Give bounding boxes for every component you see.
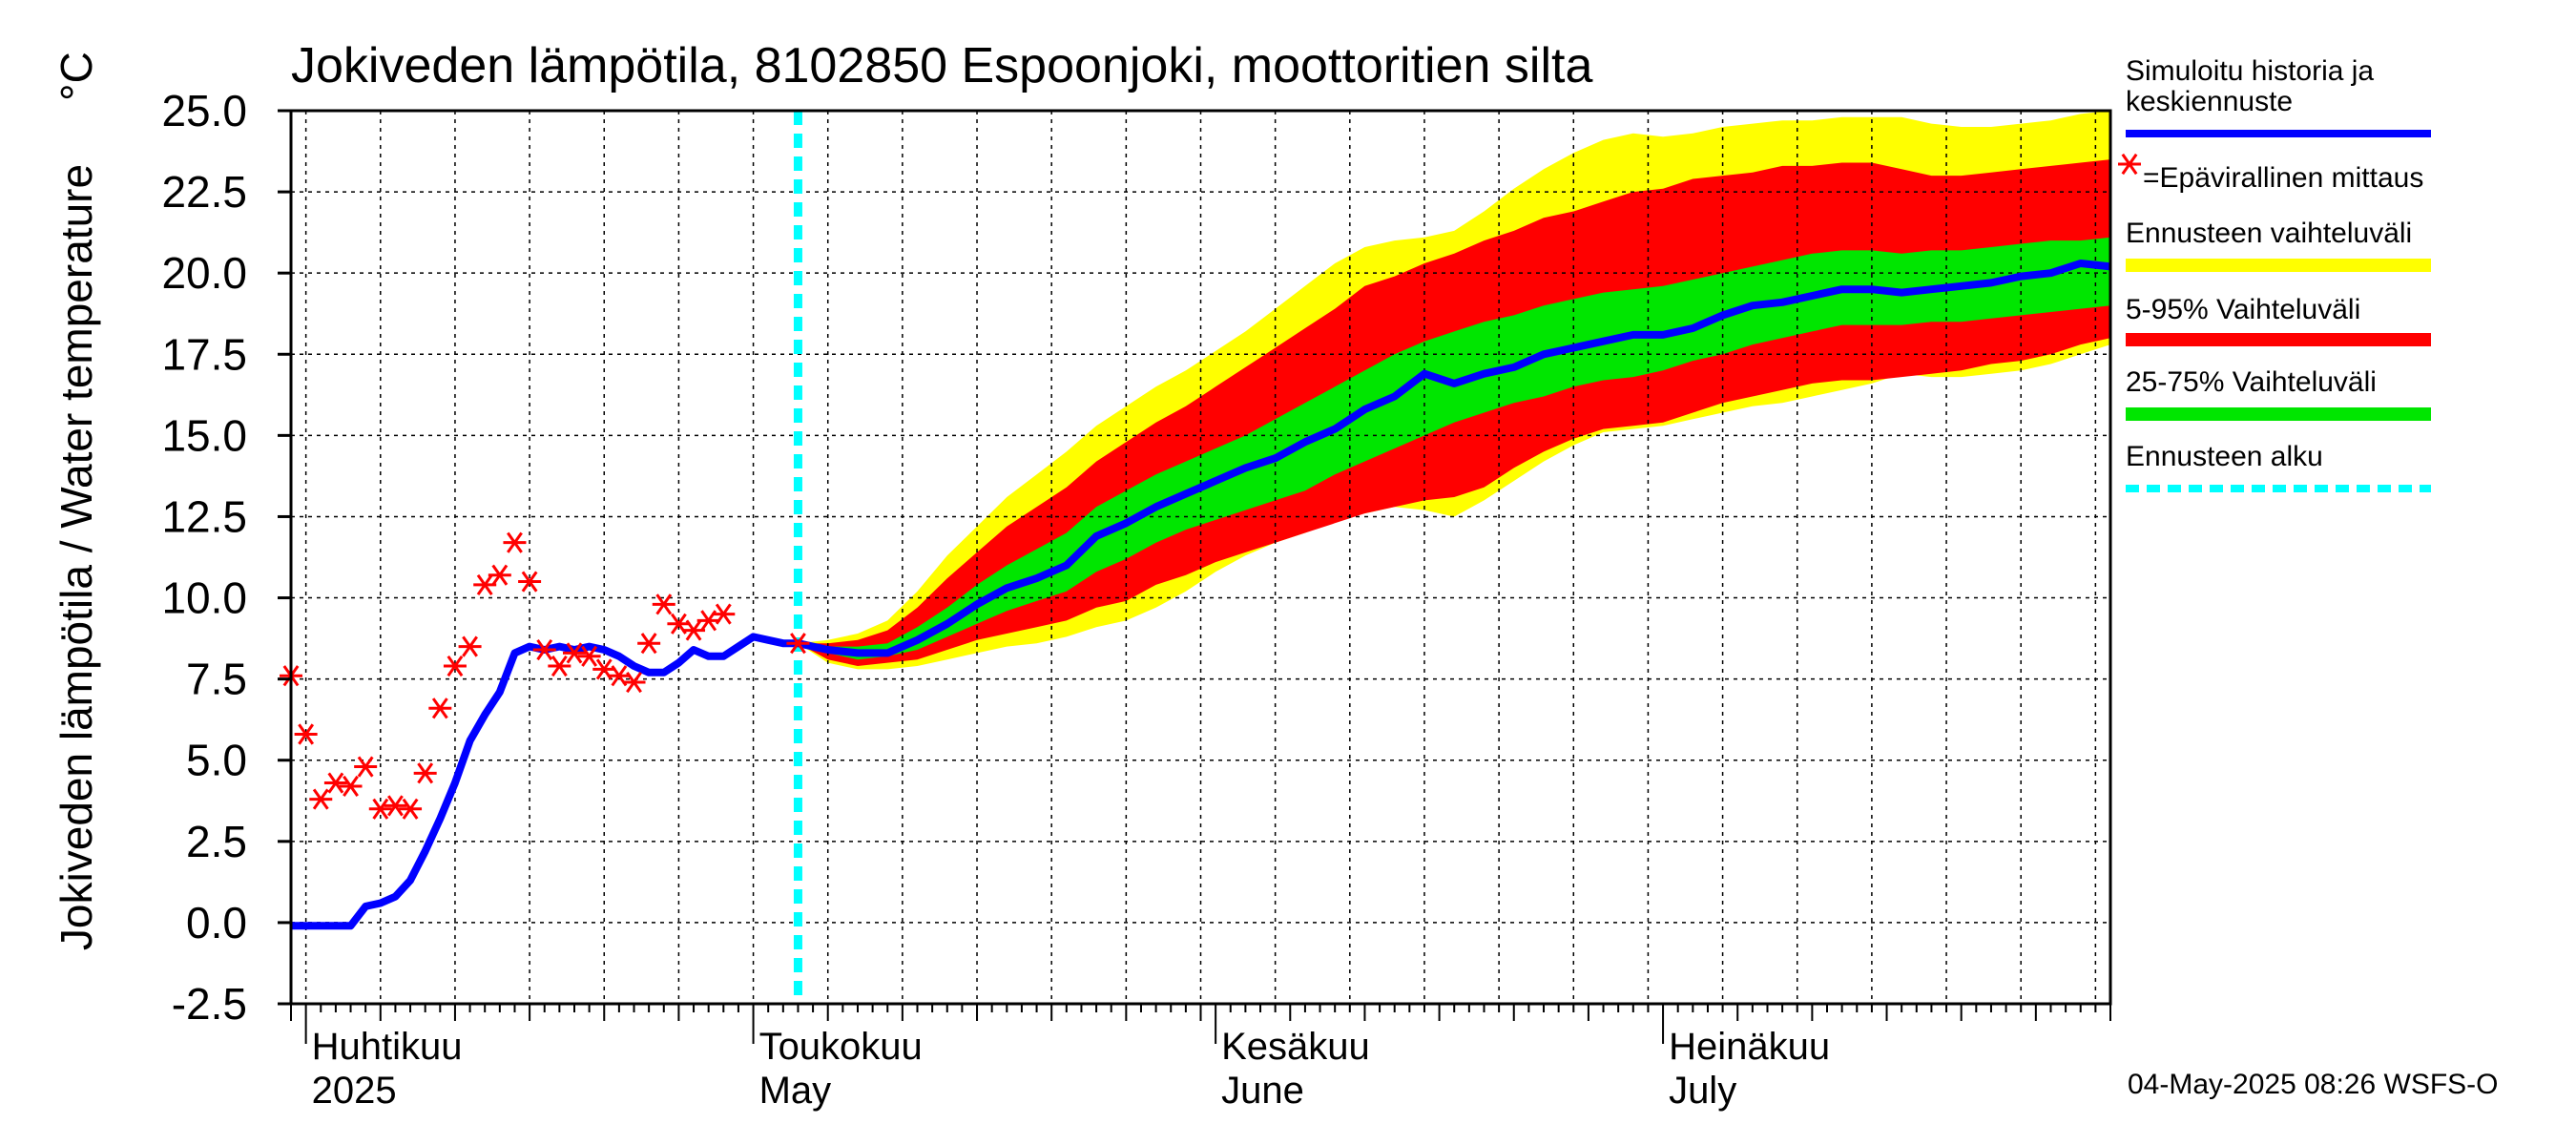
star-stroke [491, 564, 509, 586]
observation-point [503, 531, 527, 553]
observation-point [532, 638, 556, 661]
star-stroke [581, 645, 598, 667]
star-stroke [476, 573, 493, 595]
star-stroke [507, 531, 523, 553]
legend-label: 5-95% Vaihteluväli [2126, 294, 2360, 325]
observation-point [712, 603, 736, 625]
star-stroke [462, 635, 478, 657]
observations [280, 531, 810, 820]
observation-point [354, 756, 378, 778]
legend-label: keskiennuste [2126, 86, 2293, 117]
star-stroke [298, 723, 315, 745]
footer-timestamp: 04-May-2025 08:26 WSFS-O [2128, 1069, 2499, 1100]
star-stroke [685, 619, 702, 641]
star-stroke [655, 593, 673, 615]
star-stroke [536, 638, 553, 661]
observation-point [473, 573, 497, 595]
star-stroke [611, 665, 628, 687]
median-polyline [291, 260, 2111, 930]
y-tick-label: 2.5 [186, 817, 247, 866]
star-stroke [715, 603, 732, 625]
axis-ticks: 25.0 22.5 20.0 17.5 15.0 12.5 10.0 7.5 5.0 2.5 0.0… [161, 86, 2111, 1044]
band-25-75 [798, 237, 2110, 660]
star-stroke [2121, 153, 2138, 176]
month-label-en: July [1669, 1070, 1736, 1112]
star-stroke [640, 633, 657, 655]
grid-lines [291, 111, 2110, 1004]
star-stroke [566, 642, 583, 664]
legend-label: 25-75% Vaihteluväli [2126, 366, 2377, 398]
star-stroke [447, 655, 464, 677]
month-label-fi: Huhtikuu [312, 1026, 463, 1068]
observation-point [323, 772, 347, 794]
observation-point [786, 633, 810, 655]
legend-label: =Epävirallinen mittaus [2143, 162, 2423, 194]
month-label-fi: Kesäkuu [1221, 1026, 1370, 1068]
star-stroke [357, 756, 374, 778]
star-stroke [386, 795, 404, 817]
star-stroke [670, 613, 687, 635]
observation-point [309, 788, 333, 810]
observation-point [339, 775, 363, 798]
y-tick-label: 17.5 [161, 329, 247, 379]
month-label-fi: Heinäkuu [1669, 1026, 1830, 1068]
forecast-bands [798, 111, 2110, 670]
y-tick-label: -2.5 [172, 979, 247, 1029]
star-stroke [402, 798, 419, 820]
legend-label: Ennusteen alku [2126, 441, 2323, 472]
observation-point [682, 619, 706, 641]
star-stroke [343, 775, 359, 798]
legend-swatch-observation [2118, 153, 2141, 176]
observation-point [399, 798, 423, 820]
star-stroke [595, 658, 613, 680]
month-label-en: 2025 [312, 1070, 397, 1112]
y-tick-label: 20.0 [161, 248, 247, 298]
star-stroke [551, 655, 568, 677]
observation-point [428, 697, 452, 719]
star-stroke [431, 697, 448, 719]
star-stroke [417, 762, 434, 784]
star-stroke [521, 571, 538, 593]
observation-point [562, 642, 586, 664]
y-axis-unit: °C [52, 52, 101, 101]
y-tick-label: 5.0 [186, 736, 247, 785]
observation-point [622, 671, 646, 694]
y-axis-label: Jokiveden lämpötila / Water temperature [52, 164, 101, 950]
y-tick-label: 10.0 [161, 573, 247, 623]
observation-point [413, 762, 437, 784]
legend-label: Ennusteen vaihteluväli [2126, 218, 2412, 249]
star-stroke [626, 671, 642, 694]
observation-point [652, 593, 675, 615]
y-tick-label: 12.5 [161, 491, 247, 541]
y-tick-label: 25.0 [161, 86, 247, 135]
y-tick-label: 0.0 [186, 898, 247, 947]
observation-point [637, 633, 661, 655]
observation-point [458, 635, 482, 657]
month-label-en: May [759, 1070, 832, 1112]
star-stroke [327, 772, 344, 794]
star-stroke [790, 633, 806, 655]
observation-point [368, 798, 392, 820]
observation-point [518, 571, 542, 593]
observation-point [488, 564, 511, 586]
legend-label: Simuloitu historia ja [2126, 55, 2374, 87]
chart-title: Jokiveden lämpötila, 8102850 Espoonjoki,… [291, 38, 1592, 94]
y-tick-label: 22.5 [161, 167, 247, 217]
median-line [291, 260, 2111, 930]
observation-point [443, 655, 467, 677]
star-stroke [372, 798, 389, 820]
observation-point [548, 655, 571, 677]
star-stroke [312, 788, 329, 810]
y-tick-label: 15.0 [161, 410, 247, 460]
observation-point [294, 723, 318, 745]
observation-point [577, 645, 601, 667]
month-label-en: June [1221, 1070, 1304, 1112]
month-label-fi: Toukokuu [759, 1026, 923, 1068]
observation-point [384, 795, 407, 817]
y-tick-label: 7.5 [186, 655, 247, 704]
